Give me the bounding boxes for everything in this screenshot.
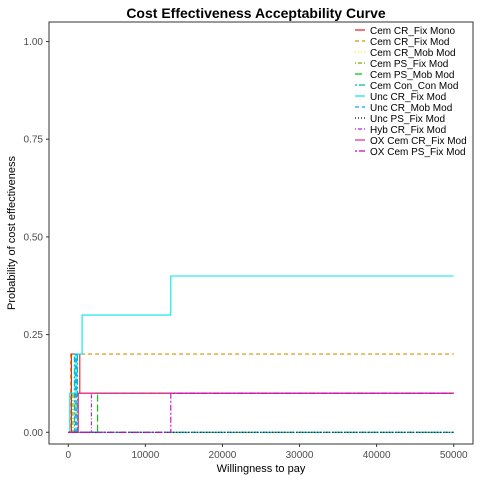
series-line-5 [68, 392, 454, 433]
legend-label-4: Cem PS_Fix Mod [370, 59, 448, 70]
y-tick-label: 0.75 [24, 135, 44, 146]
chart-title: Cost Effectiveness Acceptability Curve [126, 5, 386, 21]
x-tick-label: 50000 [440, 450, 468, 461]
legend-label-12: OX Cem PS_Fix Mod [370, 147, 466, 158]
y-tick-label: 1.00 [24, 37, 44, 48]
legend-label-3: Cem CR_Mob Mod [370, 48, 456, 59]
series-line-8 [68, 353, 454, 433]
x-tick-label: 40000 [363, 450, 391, 461]
x-tick-label: 10000 [131, 450, 159, 461]
legend-label-7: Unc CR_Fix Mod [370, 92, 446, 103]
x-axis-title: Willingness to pay [217, 463, 306, 475]
series-line-11 [68, 392, 454, 433]
y-axis: 0.00 0.25 0.50 0.75 1.00 [24, 37, 49, 439]
legend-label-8: Unc CR_Mob Mod [370, 103, 452, 114]
legend-label-10: Hyb CR_Fix Mod [370, 125, 446, 136]
x-axis: 0 10000 20000 30000 40000 50000 [65, 444, 468, 461]
legend-label-2: Cem CR_Fix Mod [370, 37, 449, 48]
series-line-10 [68, 392, 454, 433]
series-line-7 [68, 275, 454, 433]
x-tick-label: 0 [65, 450, 71, 461]
plot-panel-border [48, 21, 474, 445]
legend-label-5: Cem PS_Mob Mod [370, 70, 454, 81]
plot-series [68, 275, 454, 433]
legend-label-11: OX Cem CR_Fix Mod [370, 136, 467, 147]
x-tick-label: 20000 [209, 450, 237, 461]
legend-label-1: Cem CR_Fix Mono [370, 26, 455, 37]
series-line-12 [68, 392, 454, 433]
y-tick-label: 0.00 [24, 428, 44, 439]
y-tick-label: 0.25 [24, 330, 44, 341]
y-tick-label: 0.50 [24, 232, 44, 243]
series-line-4 [68, 392, 454, 433]
legend-label-6: Cem Con_Con Mod [370, 81, 458, 92]
legend-label-9: Unc PS_Fix Mod [370, 114, 445, 125]
y-axis-title: Probability of cost effectiveness [6, 156, 18, 310]
x-tick-label: 30000 [286, 450, 314, 461]
